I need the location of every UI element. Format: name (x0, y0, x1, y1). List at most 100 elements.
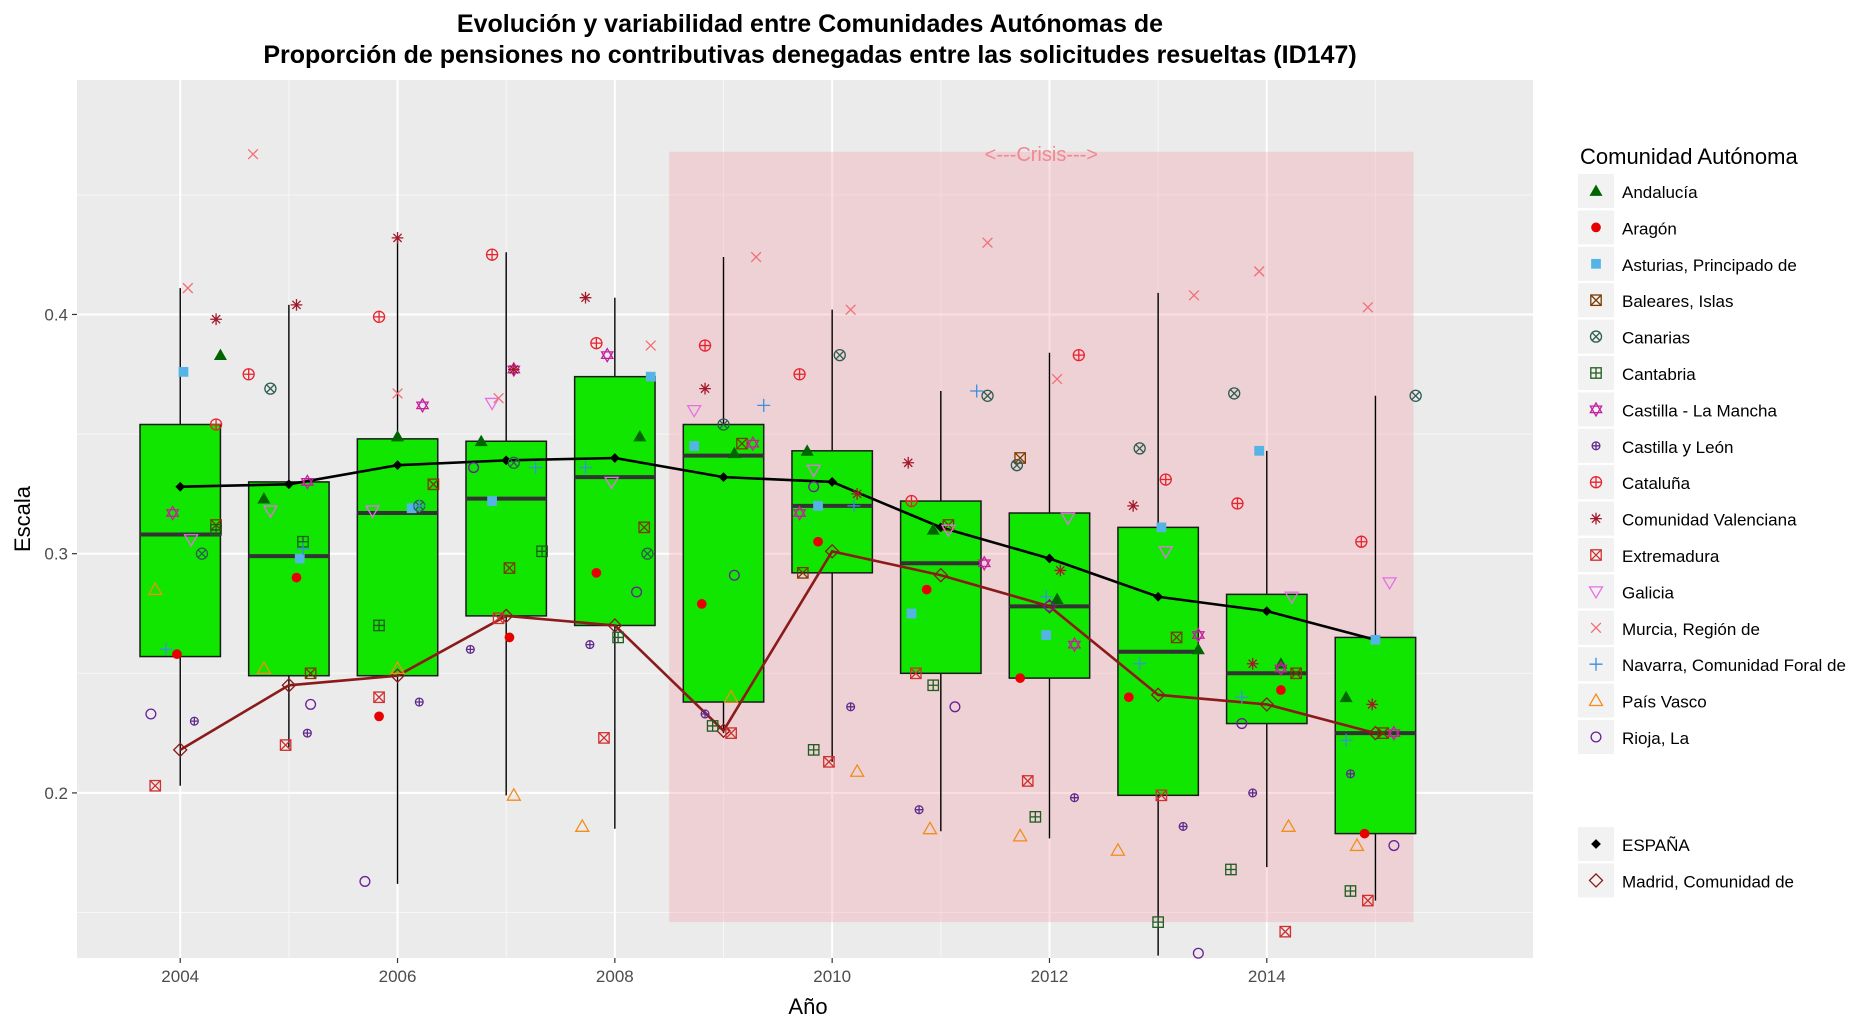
point-x (392, 388, 403, 399)
point-circle-x (1409, 389, 1422, 402)
point-x (1051, 373, 1063, 385)
box-2006 (356, 438, 439, 677)
legend: Comunidad Autónoma Andalucía Aragón Asturia… (1578, 144, 1846, 898)
legend-key (1578, 720, 1614, 754)
legend-label: Baleares, Islas (1622, 292, 1734, 311)
point-circle-plus (1069, 793, 1080, 803)
point-triangle-open (506, 787, 522, 801)
point-circle-open (1043, 600, 1056, 612)
point-x (645, 340, 657, 351)
box-2005 (247, 481, 330, 677)
point-square-x-red (598, 732, 610, 744)
point-circle-plus-red (793, 368, 806, 381)
point-circle-plus (189, 716, 199, 726)
point-star-of-david (415, 397, 430, 414)
point-diamond-open (1150, 687, 1166, 703)
point-triangle-open (922, 821, 938, 835)
point-square-x (304, 667, 317, 680)
point-circle-open (949, 701, 961, 713)
point-circle-open (1236, 718, 1248, 730)
x-tick-label: 2004 (161, 967, 199, 986)
point-circle-filled (696, 599, 707, 609)
chart-title-line1: Evolución y variabilidad entre Comunidad… (457, 10, 1163, 38)
point-asterisk (210, 313, 222, 326)
point-triangle-open (1280, 818, 1297, 832)
point-triangle-open (1012, 828, 1028, 842)
point-x (493, 392, 504, 404)
point-square-filled (1370, 634, 1381, 645)
point-x (845, 304, 856, 316)
legend-label: Canarias (1622, 329, 1690, 348)
point-star-of-david (1274, 660, 1288, 677)
point-triangle-down (1158, 546, 1174, 560)
legend-label: País Vasco (1622, 693, 1707, 712)
legend-label: Cataluña (1622, 474, 1691, 493)
point-diamond-open (824, 543, 840, 559)
point-circle-x (981, 389, 994, 402)
legend-label: Extremadura (1622, 547, 1720, 566)
point-triangle-filled (391, 429, 405, 442)
point-asterisk (902, 456, 915, 469)
point-plus (757, 398, 771, 412)
crisis-label: <---Crisis---> (985, 144, 1098, 166)
point-circle-plus-red (698, 339, 712, 352)
point-circle-x (833, 348, 846, 362)
point-x (1253, 266, 1265, 277)
point-square-x-red (725, 727, 737, 739)
box-2015 (1334, 636, 1417, 835)
box-2009 (682, 423, 765, 703)
point-square-filled (689, 441, 700, 451)
legend-label: Comunidad Valenciana (1622, 511, 1797, 530)
point-plus (412, 499, 426, 513)
point-triangle-down (1284, 591, 1300, 605)
point-circle-open (1388, 840, 1400, 852)
legend-label: Andalucía (1622, 183, 1698, 202)
point-plus (970, 384, 984, 398)
legend-symbol-triangle-filled (1589, 184, 1603, 196)
legend-key (1578, 683, 1614, 718)
legend-symbol-x (1590, 622, 1602, 634)
point-triangle-open (574, 818, 590, 832)
box-2007 (465, 440, 548, 617)
point-triangle-filled (727, 446, 741, 459)
point-diamond-filled (609, 453, 620, 463)
point-square-x (427, 478, 440, 491)
point-triangle-down (1060, 512, 1076, 526)
y-tick-label: 0.4 (44, 305, 68, 324)
point-star-of-david (746, 435, 760, 452)
point-square-plus (1152, 916, 1164, 928)
point-triangle-down (262, 505, 279, 519)
legend-key (1578, 392, 1614, 427)
x-tick-label: 2014 (1248, 967, 1286, 986)
legend-symbol-circle-x (1589, 330, 1603, 343)
y-axis-label: Escala (10, 485, 35, 552)
point-plus (296, 542, 310, 556)
point-diamond-filled (284, 479, 294, 490)
point-star-of-david (300, 474, 315, 490)
point-square-filled (294, 553, 305, 564)
point-square-x-red (909, 667, 922, 680)
point-x (982, 237, 993, 249)
point-triangle-down (686, 404, 702, 418)
legend-symbol-plus (1589, 657, 1603, 671)
point-circle-plus (465, 644, 475, 654)
point-square-x-red (492, 612, 505, 625)
point-asterisk (851, 488, 864, 500)
point-asterisk (1366, 698, 1379, 711)
point-circle-x (1228, 387, 1241, 400)
point-square-x-red (1155, 789, 1168, 802)
point-triangle-filled (1050, 592, 1064, 605)
point-circle-plus-red (1355, 535, 1368, 548)
point-star-of-david (1067, 636, 1082, 653)
point-square-plus (1225, 863, 1237, 876)
point-diamond-open (172, 742, 188, 758)
point-x (1188, 289, 1200, 301)
point-star-of-david (1387, 725, 1401, 741)
point-triangle-filled (926, 523, 940, 535)
point-square-x (638, 521, 651, 534)
point-triangle-open (147, 581, 163, 596)
y-tick-label: 0.2 (44, 784, 68, 803)
point-diamond-filled (1261, 606, 1272, 616)
point-square-x (1014, 452, 1026, 464)
